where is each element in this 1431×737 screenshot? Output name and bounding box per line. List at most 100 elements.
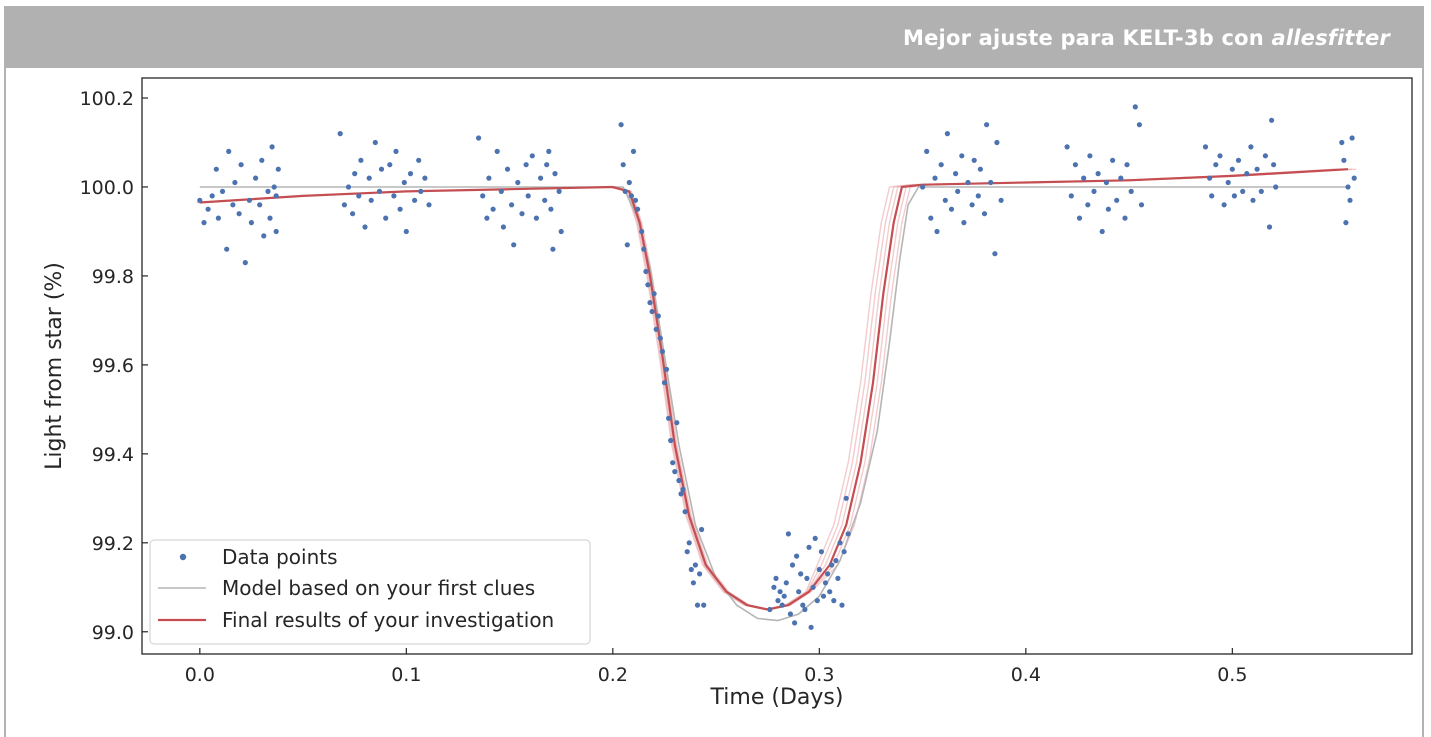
data-point-219 xyxy=(1266,224,1273,230)
y-tick-label: 99.8 xyxy=(92,266,134,288)
series-line-model-first-clues xyxy=(199,186,1348,622)
data-point-52 xyxy=(426,202,432,208)
data-point-71 xyxy=(542,197,548,203)
data-point-6 xyxy=(219,188,226,194)
data-point-31 xyxy=(352,171,358,177)
data-point-222 xyxy=(1271,162,1277,168)
data-point-104 xyxy=(672,469,678,475)
data-point-32 xyxy=(356,193,362,199)
data-point-227 xyxy=(1347,197,1353,203)
data-point-212 xyxy=(1240,188,1246,194)
data-point-21 xyxy=(267,215,273,221)
data-point-44 xyxy=(397,206,403,212)
data-point-172 xyxy=(971,157,977,163)
banner-title-italic: allesfitter xyxy=(1271,26,1390,50)
data-point-103 xyxy=(670,460,676,466)
data-point-16 xyxy=(253,175,259,181)
data-point-51 xyxy=(422,175,428,181)
data-point-27 xyxy=(337,131,343,137)
data-point-65 xyxy=(519,211,525,217)
data-point-223 xyxy=(1339,139,1345,146)
data-point-64 xyxy=(515,179,521,186)
data-point-10 xyxy=(232,179,238,186)
data-point-35 xyxy=(366,175,372,181)
data-point-110 xyxy=(684,549,690,555)
data-point-226 xyxy=(1345,184,1351,190)
data-point-209 xyxy=(1229,166,1235,172)
data-point-29 xyxy=(345,184,352,190)
y-axis-ticks: 99.0 99.2 99.4 99.6 99.8 100.0 100.2 xyxy=(80,88,148,644)
data-point-8 xyxy=(226,148,232,154)
data-point-207 xyxy=(1221,202,1227,208)
data-point-194 xyxy=(1114,197,1120,203)
data-point-34 xyxy=(362,224,368,230)
data-point-196 xyxy=(1122,215,1128,221)
x-tick-label: 0.5 xyxy=(1217,664,1247,686)
data-point-105 xyxy=(674,420,680,426)
data-point-118 xyxy=(701,602,707,608)
x-tick-label: 0.4 xyxy=(1011,664,1041,686)
data-point-13 xyxy=(242,260,248,266)
data-point-5 xyxy=(215,215,221,221)
data-point-200 xyxy=(1136,122,1142,128)
data-point-47 xyxy=(407,171,414,177)
data-point-162 xyxy=(938,162,944,168)
data-point-94 xyxy=(651,291,657,297)
data-point-7 xyxy=(224,246,230,252)
data-point-160 xyxy=(932,175,938,181)
data-point-163 xyxy=(942,197,948,203)
data-point-46 xyxy=(403,228,409,235)
data-point-57 xyxy=(490,206,496,212)
y-tick-label: 100.0 xyxy=(80,177,134,199)
data-point-199 xyxy=(1132,104,1138,110)
data-point-168 xyxy=(959,153,965,159)
data-point-224 xyxy=(1341,157,1347,163)
data-point-3 xyxy=(209,193,215,199)
title-banner: Mejor ajuste para KELT-3b con allesfitte… xyxy=(4,6,1424,68)
data-point-108 xyxy=(680,486,686,492)
data-point-185 xyxy=(1081,175,1087,181)
data-point-39 xyxy=(378,166,385,172)
data-point-211 xyxy=(1235,157,1242,163)
data-point-74 xyxy=(552,171,558,177)
legend-label-data-points: Data points xyxy=(222,545,338,569)
data-point-28 xyxy=(341,202,347,208)
data-point-137 xyxy=(806,544,812,550)
data-point-144 xyxy=(820,593,827,599)
data-point-4 xyxy=(213,166,219,172)
data-point-68 xyxy=(529,153,535,159)
data-point-128 xyxy=(787,611,794,617)
data-point-214 xyxy=(1248,144,1254,150)
y-tick-label: 99.4 xyxy=(92,444,134,466)
data-point-229 xyxy=(1351,175,1357,181)
data-point-178 xyxy=(992,251,998,257)
data-point-129 xyxy=(789,562,796,568)
data-point-202 xyxy=(1202,144,1209,150)
data-point-127 xyxy=(785,531,792,537)
data-point-75 xyxy=(556,188,562,194)
data-point-195 xyxy=(1118,175,1124,181)
data-point-190 xyxy=(1099,228,1105,235)
data-point-217 xyxy=(1258,188,1264,194)
data-point-19 xyxy=(261,233,267,239)
data-point-159 xyxy=(928,215,934,221)
data-point-165 xyxy=(948,206,955,212)
data-point-58 xyxy=(494,148,500,154)
legend-marker-data-points xyxy=(179,553,187,561)
data-point-186 xyxy=(1085,202,1091,208)
y-tick-label: 99.0 xyxy=(92,622,134,644)
data-point-169 xyxy=(961,220,967,226)
data-point-126 xyxy=(783,580,789,586)
data-point-12 xyxy=(238,162,244,168)
data-point-225 xyxy=(1343,220,1349,226)
data-point-55 xyxy=(484,215,490,221)
data-point-33 xyxy=(358,157,364,163)
data-point-24 xyxy=(275,166,281,172)
data-point-176 xyxy=(984,122,990,128)
data-point-23 xyxy=(273,193,279,199)
data-point-85 xyxy=(630,148,637,154)
data-point-67 xyxy=(525,193,531,199)
data-point-97 xyxy=(657,335,663,341)
data-point-154 xyxy=(841,549,847,555)
